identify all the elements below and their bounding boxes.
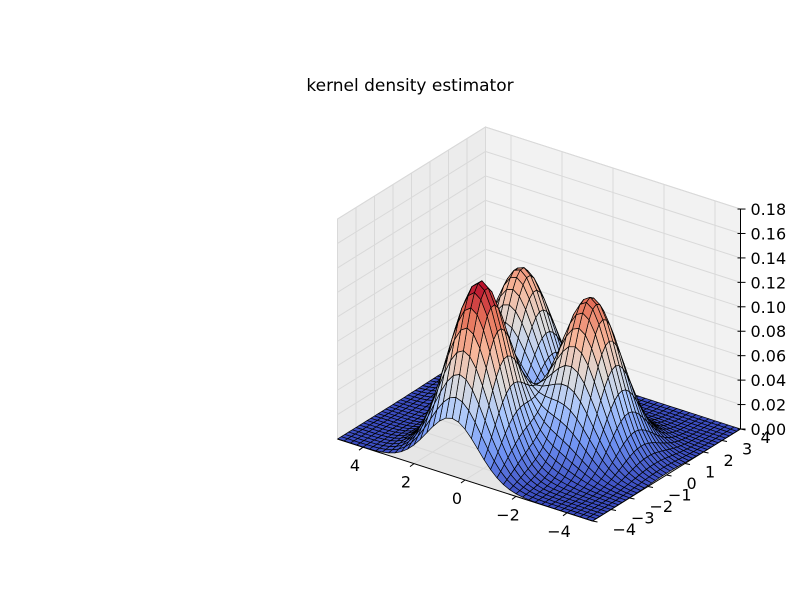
y-tick	[684, 463, 691, 465]
ticks: −4−2024−4−3−2−1012340.000.020.040.060.08…	[350, 200, 786, 541]
z-tick-label: 0.04	[751, 371, 787, 390]
x-tick-label: −2	[496, 505, 520, 524]
z-tick-label: 0.16	[751, 225, 787, 244]
y-tick-label: 0	[687, 474, 697, 493]
gridline-side-z	[337, 151, 486, 244]
gridline-side-z	[337, 199, 486, 293]
gridline-side-z	[337, 224, 486, 318]
x-tick	[511, 495, 517, 500]
gridline-side-z	[337, 248, 486, 342]
x-tick	[358, 446, 364, 451]
gridline-side-z	[337, 273, 486, 367]
gridline-back-z	[485, 175, 741, 259]
z-tick-label: 0.12	[751, 273, 787, 292]
gridline-back-z	[485, 126, 741, 210]
x-tick-label: 2	[401, 473, 411, 492]
y-tick	[703, 451, 709, 454]
z-tick-label: 0.10	[751, 298, 787, 317]
x-tick	[409, 463, 415, 468]
y-tick-label: 2	[724, 451, 734, 470]
y-tick-label: −1	[668, 486, 692, 505]
y-tick	[610, 509, 617, 511]
z-tick-label: 0.06	[751, 347, 787, 366]
x-tick-label: 4	[350, 456, 360, 475]
y-tick	[721, 440, 728, 442]
chart-title: kernel density estimator	[306, 76, 513, 96]
y-tick	[666, 474, 672, 477]
y-tick	[629, 497, 635, 500]
z-tick-label: 0.14	[751, 249, 787, 268]
y-tick-label: −3	[631, 509, 655, 528]
x-tick-label: 0	[452, 489, 462, 508]
gridline-back-z	[485, 248, 741, 332]
z-tick-label: 0.00	[751, 420, 787, 439]
surface	[337, 267, 741, 522]
x-tick	[460, 479, 466, 484]
y-tick-label: −2	[650, 497, 674, 516]
y-tick-label: 4	[761, 428, 771, 447]
x-tick-label: −4	[547, 522, 571, 541]
gridline-side-z	[337, 126, 486, 220]
x-tick	[562, 512, 568, 517]
gridline-side-z	[337, 175, 486, 269]
z-tick-label: 0.18	[751, 200, 787, 219]
z-tick-label: 0.08	[751, 322, 787, 341]
gridline-back-z	[485, 199, 741, 283]
y-tick-label: −4	[613, 520, 637, 539]
y-tick	[647, 486, 654, 488]
gridline-back-z	[485, 224, 741, 308]
y-tick	[592, 520, 598, 523]
gridline-back-z	[485, 151, 741, 234]
y-tick-label: 3	[742, 440, 752, 459]
y-tick-label: 1	[705, 463, 715, 482]
z-tick-label: 0.02	[751, 396, 787, 415]
